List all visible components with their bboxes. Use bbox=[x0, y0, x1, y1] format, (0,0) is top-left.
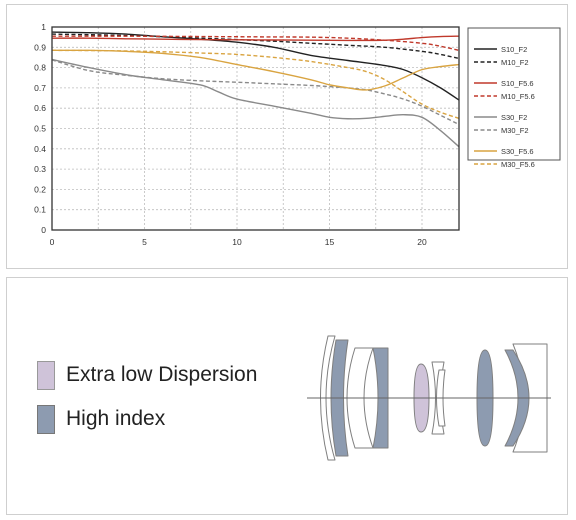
y-tick-label: 0.2 bbox=[34, 184, 46, 194]
plot-grid bbox=[52, 27, 459, 230]
legend-label: M10_F2 bbox=[501, 58, 529, 67]
y-tick-label: 1 bbox=[41, 22, 46, 32]
y-tick-label: 0.5 bbox=[34, 124, 46, 134]
plot-frame bbox=[51, 26, 460, 231]
legend-item-high-index: High index bbox=[37, 404, 257, 434]
legend-label: M10_F5.6 bbox=[501, 92, 535, 101]
legend-label: M30_F2 bbox=[501, 126, 529, 135]
lens-construction-panel: Extra low Dispersion High index bbox=[6, 277, 568, 515]
legend-label: S30_F5.6 bbox=[501, 147, 534, 156]
y-tick-label: 0 bbox=[41, 225, 46, 235]
y-tick-label: 0.9 bbox=[34, 42, 46, 52]
series-line-s30-f2 bbox=[51, 58, 460, 148]
x-tick-label: 5 bbox=[142, 237, 147, 247]
plot-lines bbox=[51, 31, 460, 148]
extra-low-dispersion-swatch bbox=[37, 360, 55, 390]
mtf-chart-panel: 0 0.1 0.2 0.3 0.4 0.5 0.6 0.7 0.8 0.9 1 0 5 10 15 20 S1… bbox=[6, 4, 568, 269]
legend-label: S10_F5.6 bbox=[501, 79, 534, 88]
x-tick-label: 15 bbox=[325, 237, 335, 247]
mtf-chart: 00.10.20.30.40.50.60.70.80.910 5 10 15 20 S1… bbox=[34, 22, 561, 247]
series-line-m30-f2 bbox=[51, 59, 460, 126]
series-line-s10-f5-6 bbox=[51, 35, 460, 42]
legend: S10_F2 M10_F2 S10_F5.6 M10_F5.6 S30_F2 M30_F2… bbox=[474, 45, 535, 169]
axis-tick-labels: 00.10.20.30.40.50.60.70.80.910 5 10 15 20 bbox=[34, 22, 427, 247]
x-tick-label: 0 bbox=[50, 237, 55, 247]
series-line-m10-f5-6 bbox=[52, 35, 460, 52]
y-tick-label: 0.8 bbox=[34, 63, 46, 73]
legend-label: S10_F2 bbox=[501, 45, 527, 54]
high-index-swatch bbox=[37, 404, 55, 434]
series-line-s30-f5-6 bbox=[51, 49, 460, 91]
lens-legend: Extra low Dispersion High index bbox=[37, 360, 257, 434]
series-line-m10-f2 bbox=[51, 33, 460, 60]
y-tick-label: 0.7 bbox=[34, 83, 46, 93]
legend-item-extra-low-dispersion: Extra low Dispersion bbox=[37, 360, 257, 390]
series-line-s10-f2 bbox=[51, 31, 460, 101]
y-tick-label: 0.1 bbox=[34, 205, 46, 215]
lens-element-10 bbox=[504, 349, 530, 447]
extra-low-dispersion-label: Extra low Dispersion bbox=[66, 363, 258, 386]
lens-diagram bbox=[307, 335, 551, 461]
lens-element-1 bbox=[320, 335, 336, 461]
y-tick-label: 0.6 bbox=[34, 103, 46, 113]
y-tick-label: 0.3 bbox=[34, 164, 46, 174]
high-index-label: High index bbox=[66, 407, 166, 430]
legend-box bbox=[467, 27, 561, 161]
legend-label: S30_F2 bbox=[501, 113, 527, 122]
legend-label: M30_F5.6 bbox=[501, 160, 535, 169]
series-line-m30-f5-6 bbox=[51, 49, 460, 120]
y-tick-label: 0.4 bbox=[34, 144, 46, 154]
x-tick-label: 10 bbox=[232, 237, 242, 247]
x-tick-label: 20 bbox=[417, 237, 427, 247]
